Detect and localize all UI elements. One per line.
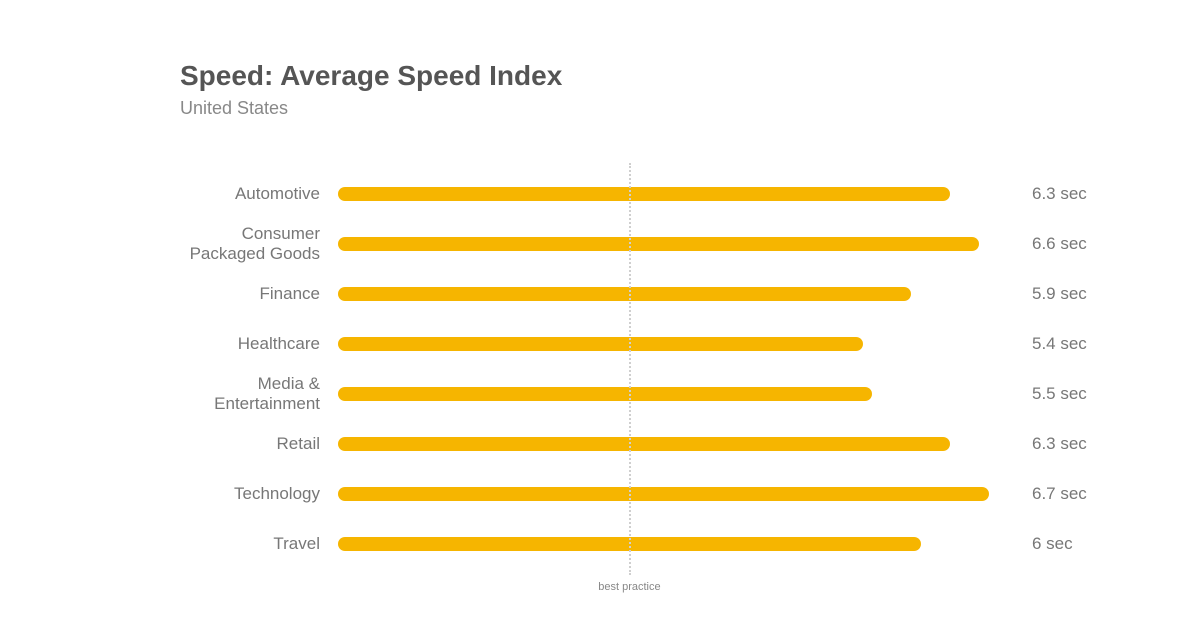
value-label: 6.6 sec <box>1018 234 1087 254</box>
bar-track <box>338 387 1018 401</box>
bar-track <box>338 537 1018 551</box>
category-label: Media & Entertainment <box>180 374 338 413</box>
value-label: 6.3 sec <box>1018 184 1087 204</box>
value-label: 5.5 sec <box>1018 384 1087 404</box>
value-label: 6.3 sec <box>1018 434 1087 454</box>
bar-track <box>338 187 1018 201</box>
bar-track <box>338 237 1018 251</box>
category-label: Healthcare <box>180 334 338 354</box>
bar <box>338 287 911 301</box>
category-label: Technology <box>180 484 338 504</box>
category-label: Retail <box>180 434 338 454</box>
value-label: 5.9 sec <box>1018 284 1087 304</box>
speed-index-chart: Speed: Average Speed Index United States… <box>180 60 1080 569</box>
category-label: Consumer Packaged Goods <box>180 224 338 263</box>
bar <box>338 187 950 201</box>
chart-rows: Automotive6.3 secConsumer Packaged Goods… <box>180 169 1080 569</box>
bar-track <box>338 337 1018 351</box>
category-label: Automotive <box>180 184 338 204</box>
value-label: 6 sec <box>1018 534 1073 554</box>
bar-track <box>338 437 1018 451</box>
category-label: Travel <box>180 534 338 554</box>
bar <box>338 237 979 251</box>
bar <box>338 337 863 351</box>
chart-title: Speed: Average Speed Index <box>180 60 1080 92</box>
bar <box>338 487 989 501</box>
value-label: 6.7 sec <box>1018 484 1087 504</box>
chart-subtitle: United States <box>180 98 1080 119</box>
value-label: 5.4 sec <box>1018 334 1087 354</box>
bar <box>338 387 872 401</box>
bar-track <box>338 287 1018 301</box>
best-practice-label: best practice <box>598 581 660 593</box>
category-label: Finance <box>180 284 338 304</box>
best-practice-divider <box>629 163 631 575</box>
bar-track <box>338 487 1018 501</box>
bar <box>338 437 950 451</box>
